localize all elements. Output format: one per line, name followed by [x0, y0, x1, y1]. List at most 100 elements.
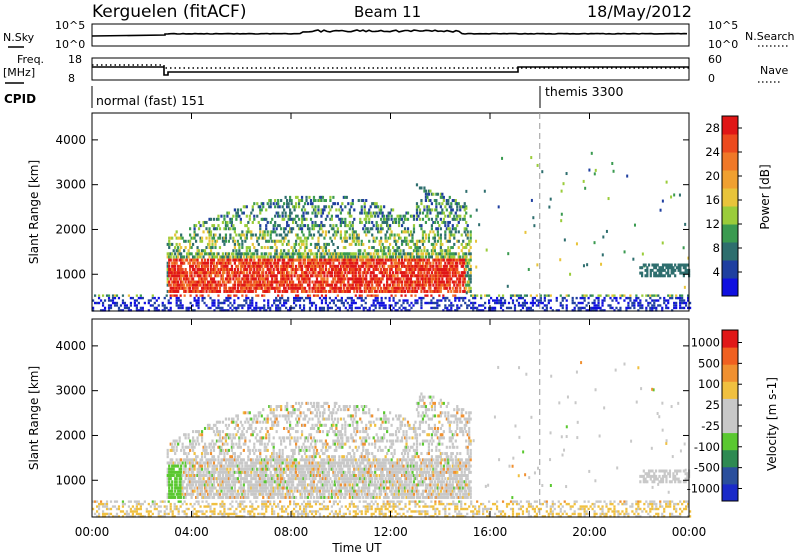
range-cell: [205, 220, 208, 224]
range-cell: [241, 289, 244, 293]
range-cell: [326, 515, 330, 518]
range-cell: [323, 199, 326, 203]
range-cell: [271, 507, 274, 511]
range-cell: [659, 304, 662, 307]
range-cell: [642, 263, 645, 267]
range-cell: [190, 264, 193, 268]
range-cell: [418, 246, 422, 250]
range-cell: [454, 309, 457, 312]
range-cell: [233, 286, 236, 290]
range-cell: [593, 309, 596, 312]
range-cell: [311, 258, 314, 262]
range-cell: [314, 294, 318, 297]
range-cell: [445, 267, 448, 271]
range-cell: [299, 258, 302, 262]
range-cell: [211, 246, 214, 250]
range-cell: [257, 274, 260, 278]
range-cell: [682, 266, 685, 270]
range-cell: [271, 246, 274, 250]
range-cell: [129, 301, 133, 305]
range-cell: [180, 277, 183, 281]
range-cell: [457, 230, 460, 234]
range-cell: [332, 242, 335, 246]
range-cell: [181, 502, 184, 506]
range-cell: [386, 220, 389, 224]
range-cell: [430, 306, 433, 310]
range-cell: [453, 252, 456, 256]
range-cell: [205, 505, 208, 508]
range-cell: [277, 202, 280, 206]
range-cell: [281, 294, 284, 297]
range-cell: [412, 274, 416, 278]
range-cell: [299, 246, 302, 250]
range-cell: [239, 208, 242, 212]
range-cell: [655, 299, 658, 302]
range-cell: [462, 507, 465, 511]
range-cell: [535, 299, 538, 302]
range-cell: [459, 208, 462, 212]
range-cell: [442, 271, 445, 275]
range-cell: [396, 261, 399, 265]
range-cell: [378, 301, 381, 305]
range-cell: [344, 224, 347, 228]
range-cell: [245, 296, 248, 300]
range-cell: [375, 205, 378, 209]
range-cell: [335, 289, 338, 293]
range-cell: [408, 309, 411, 312]
range-cell: [253, 306, 256, 310]
range-cell: [501, 304, 505, 307]
range-cell: [233, 246, 236, 250]
range-cell: [251, 271, 254, 275]
range-cell: [269, 274, 272, 278]
range-cell: [177, 306, 180, 310]
range-cell: [320, 214, 323, 218]
range-cell: [348, 236, 351, 240]
range-cell: [683, 285, 686, 289]
range-cell: [330, 264, 333, 268]
range-cell: [244, 286, 247, 290]
range-cell: [294, 195, 298, 199]
range-cell: [242, 205, 245, 209]
range-cell: [388, 304, 391, 307]
range-cell: [341, 271, 344, 275]
range-cell: [289, 227, 292, 231]
range-cell: [465, 283, 468, 287]
range-cell: [405, 258, 408, 262]
range-cell: [247, 261, 250, 265]
range-cell: [311, 267, 314, 271]
range-cell: [632, 257, 635, 261]
range-cell: [95, 505, 99, 508]
range-cell: [321, 224, 325, 228]
range-cell: [406, 252, 410, 256]
range-cell: [153, 507, 156, 511]
range-cell: [380, 211, 383, 215]
range-cell: [375, 224, 378, 228]
range-cell: [374, 211, 377, 215]
range-cell: [465, 252, 468, 256]
range-cell: [189, 261, 192, 265]
range-cell: [400, 239, 404, 243]
range-cell: [463, 255, 466, 259]
range-cell: [95, 301, 99, 305]
range-cell: [322, 507, 326, 511]
range-cell: [311, 224, 314, 228]
range-cell: [408, 277, 411, 281]
range-cell: [339, 286, 342, 290]
range-cell: [101, 502, 105, 506]
range-cell: [153, 309, 156, 312]
range-cell: [300, 512, 304, 516]
range-cell: [388, 502, 391, 506]
range-cell: [548, 205, 551, 209]
range-cell: [330, 306, 333, 310]
range-cell: [390, 510, 393, 513]
range-cell: [565, 294, 568, 297]
range-cell: [396, 274, 399, 278]
range-cell: [390, 280, 393, 284]
range-cell: [221, 252, 225, 256]
range-cell: [358, 500, 361, 503]
range-cell: [166, 277, 169, 281]
range-cell: [155, 309, 158, 312]
range-cell: [260, 264, 263, 268]
range-cell: [135, 502, 138, 506]
